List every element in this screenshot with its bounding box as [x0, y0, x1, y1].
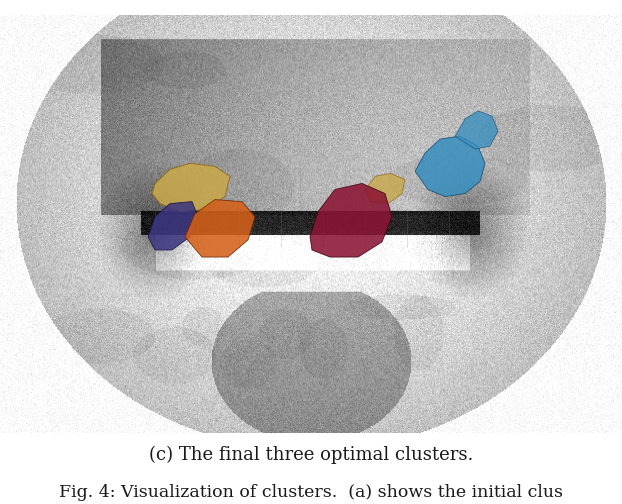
Polygon shape [185, 200, 255, 257]
Polygon shape [310, 183, 392, 257]
Polygon shape [365, 173, 405, 204]
Polygon shape [152, 163, 230, 212]
Text: Fig. 4: Visualization of clusters.  (a) shows the initial clus: Fig. 4: Visualization of clusters. (a) s… [59, 484, 563, 501]
Polygon shape [415, 136, 485, 197]
Polygon shape [455, 111, 498, 149]
Text: (c) The final three optimal clusters.: (c) The final three optimal clusters. [149, 446, 473, 464]
Polygon shape [148, 202, 198, 250]
